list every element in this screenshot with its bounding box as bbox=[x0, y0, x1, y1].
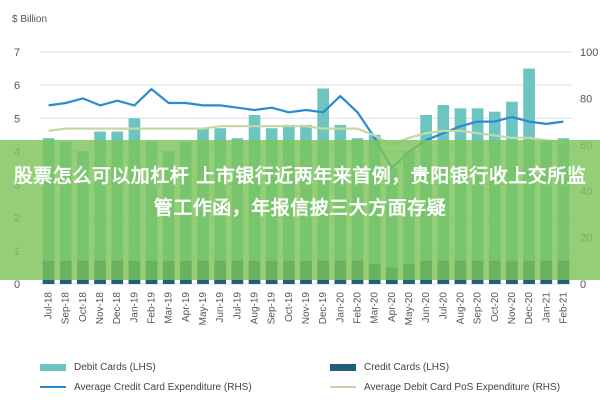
x-tick-label: Sep-18 bbox=[61, 292, 72, 325]
legend-item-avg-credit-expenditure: Average Credit Card Expenditure (RHS) bbox=[40, 378, 252, 396]
legend-item-avg-debit-pos-expenditure: Average Debit Card PoS Expenditure (RHS) bbox=[330, 378, 560, 396]
x-tick-label: Nov-19 bbox=[301, 292, 312, 325]
legend-label-debit-cards: Debit Cards (LHS) bbox=[74, 361, 156, 373]
x-tick-label: Jan-19 bbox=[129, 292, 140, 323]
x-tick-label: Sep-19 bbox=[267, 292, 278, 325]
legend-swatch-debit-cards bbox=[40, 363, 66, 371]
series-lines bbox=[48, 87, 564, 170]
x-tick-label: Oct-19 bbox=[284, 292, 295, 322]
avg-debit-pos-expenditure-line bbox=[48, 125, 564, 146]
x-tick-label: Sep-20 bbox=[473, 292, 484, 325]
legend-swatch-credit-cards bbox=[330, 363, 356, 371]
x-tick-label: Jun-20 bbox=[421, 292, 432, 323]
left-tick-label: 5 bbox=[14, 113, 20, 125]
x-axis-ticks: Jul-18 Sep-18 Oct-18 Nov-18 Dec-18 Jan-19 Feb-… bbox=[44, 292, 570, 326]
legend: Debit Cards (LHS) Credit Cards (LHS) Ave… bbox=[40, 358, 600, 400]
x-tick-label: Dec-20 bbox=[524, 292, 535, 325]
left-axis-unit: $ Billion bbox=[12, 14, 47, 25]
left-tick-label: 7 bbox=[14, 47, 20, 59]
right-tick-label: 100 bbox=[580, 47, 598, 59]
x-tick-label: Feb-21 bbox=[558, 292, 569, 324]
x-tick-label: Mar-20 bbox=[370, 292, 381, 324]
x-tick-label: May-19 bbox=[198, 292, 209, 326]
legend-label-avg-debit-pos-expenditure: Average Debit Card PoS Expenditure (RHS) bbox=[364, 381, 561, 393]
x-tick-label: Nov-18 bbox=[95, 292, 106, 325]
headline-overlay: 股票怎么可以加杠杆 上市银行近两年来首例，贵阳银行收上交所监管工作函，年报信披三… bbox=[0, 140, 600, 280]
x-tick-label: Jan-21 bbox=[541, 292, 552, 323]
x-tick-label: Apr-19 bbox=[181, 292, 192, 322]
right-tick-label: 80 bbox=[580, 93, 592, 105]
x-tick-label: Dec-18 bbox=[112, 292, 123, 325]
headline-text: 股票怎么可以加杠杆 上市银行近两年来首例，贵阳银行收上交所监管工作函，年报信披三… bbox=[13, 165, 587, 219]
x-tick-label: Jun-19 bbox=[215, 292, 226, 323]
legend-item-debit-cards: Debit Cards (LHS) bbox=[40, 358, 156, 376]
x-tick-label: Nov-20 bbox=[507, 292, 518, 325]
x-tick-label: Aug-19 bbox=[250, 292, 261, 325]
x-tick-label: Jul-20 bbox=[438, 292, 449, 320]
x-tick-label: Mar-19 bbox=[164, 292, 175, 324]
x-tick-label: Oct-20 bbox=[490, 292, 501, 322]
x-tick-label: Jan-20 bbox=[335, 292, 346, 323]
x-tick-label: Feb-20 bbox=[352, 292, 363, 324]
left-tick-label: 6 bbox=[14, 80, 20, 92]
x-tick-label: Oct-18 bbox=[78, 292, 89, 322]
x-tick-label: Jul-19 bbox=[232, 292, 243, 320]
left-tick-label: 0 bbox=[14, 279, 20, 291]
legend-label-credit-cards: Credit Cards (LHS) bbox=[364, 361, 450, 373]
x-tick-label: Aug-20 bbox=[455, 292, 466, 325]
x-tick-label: Apr-20 bbox=[387, 292, 398, 322]
legend-label-avg-credit-expenditure: Average Credit Card Expenditure (RHS) bbox=[74, 381, 252, 393]
avg-credit-expenditure-line bbox=[48, 87, 564, 170]
right-tick-label: 0 bbox=[580, 279, 586, 291]
legend-item-credit-cards: Credit Cards (LHS) bbox=[330, 358, 449, 376]
x-tick-label: Dec-19 bbox=[318, 292, 329, 325]
x-tick-label: Feb-19 bbox=[147, 292, 158, 324]
legend-swatch-avg-credit-expenditure bbox=[40, 386, 66, 388]
legend-swatch-avg-debit-pos-expenditure bbox=[330, 386, 356, 388]
x-tick-label: May-20 bbox=[404, 292, 415, 326]
x-tick-label: Jul-18 bbox=[44, 292, 55, 320]
